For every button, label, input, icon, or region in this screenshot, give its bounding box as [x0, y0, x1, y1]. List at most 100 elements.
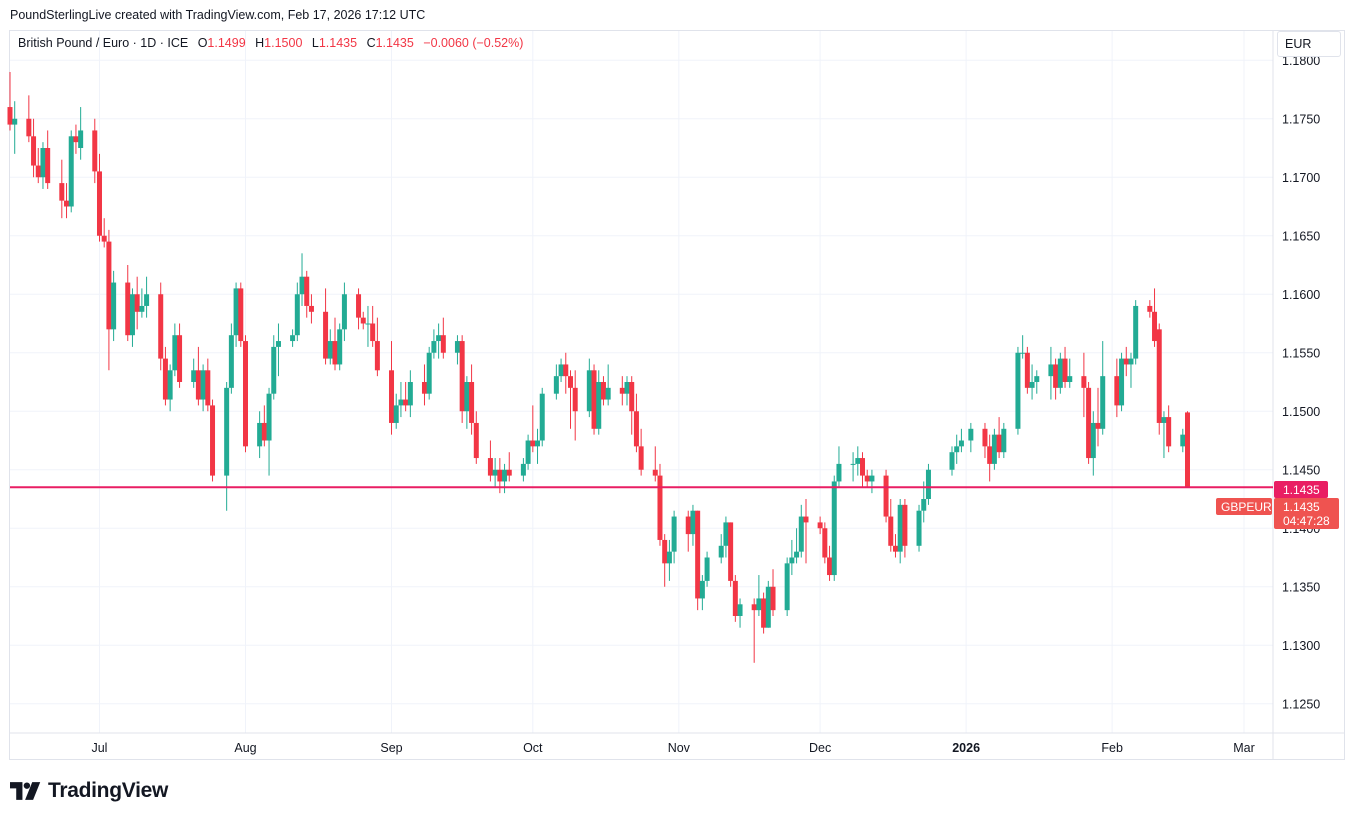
candle[interactable]	[987, 434, 993, 482]
candle[interactable]	[1048, 346, 1054, 400]
candle[interactable]	[699, 575, 705, 611]
candle[interactable]	[1034, 370, 1040, 394]
candle[interactable]	[228, 323, 234, 394]
candle[interactable]	[35, 148, 41, 184]
candle[interactable]	[398, 382, 404, 418]
candle[interactable]	[1095, 387, 1101, 447]
candle[interactable]	[831, 475, 837, 581]
candle[interactable]	[1180, 428, 1186, 453]
candle[interactable]	[271, 335, 277, 400]
candle[interactable]	[464, 376, 470, 429]
candle[interactable]	[525, 434, 531, 470]
chart-frame[interactable]	[9, 30, 1345, 760]
candle[interactable]	[205, 358, 211, 412]
candle[interactable]	[421, 364, 427, 406]
candle[interactable]	[520, 458, 526, 482]
candle[interactable]	[902, 499, 908, 558]
candle[interactable]	[308, 294, 314, 324]
candle[interactable]	[666, 539, 672, 581]
candle[interactable]	[563, 352, 569, 394]
candle[interactable]	[1024, 346, 1030, 394]
candle[interactable]	[718, 534, 724, 564]
candle[interactable]	[888, 499, 894, 552]
candle[interactable]	[210, 399, 216, 482]
candle[interactable]	[817, 516, 823, 535]
candle[interactable]	[101, 218, 107, 248]
candle[interactable]	[864, 469, 870, 488]
candle[interactable]	[1152, 288, 1158, 347]
candle[interactable]	[572, 370, 578, 441]
candle[interactable]	[657, 463, 663, 546]
candle[interactable]	[162, 346, 168, 406]
candle[interactable]	[916, 504, 922, 552]
candle[interactable]	[822, 522, 828, 564]
candle[interactable]	[294, 282, 300, 342]
candle[interactable]	[850, 452, 856, 482]
candle[interactable]	[954, 434, 960, 464]
candle[interactable]	[323, 288, 329, 365]
candle[interactable]	[332, 317, 338, 371]
candle[interactable]	[996, 417, 1002, 459]
candle[interactable]	[111, 270, 117, 342]
candle[interactable]	[459, 335, 465, 423]
candle[interactable]	[403, 382, 409, 412]
candle[interactable]	[1020, 335, 1026, 359]
candle[interactable]	[327, 329, 333, 365]
candle[interactable]	[803, 499, 809, 564]
candle[interactable]	[92, 118, 98, 184]
candle[interactable]	[1119, 352, 1125, 412]
candle[interactable]	[167, 364, 173, 412]
candle[interactable]	[633, 393, 639, 453]
candle[interactable]	[596, 370, 602, 435]
candle[interactable]	[257, 411, 263, 459]
candle[interactable]	[393, 393, 399, 429]
candle[interactable]	[304, 270, 310, 318]
candle[interactable]	[233, 282, 239, 347]
candle[interactable]	[685, 510, 691, 552]
candle[interactable]	[1015, 346, 1021, 435]
candle[interactable]	[751, 598, 757, 663]
candle[interactable]	[695, 510, 701, 611]
candle[interactable]	[761, 592, 767, 634]
candle[interactable]	[12, 101, 18, 154]
candle[interactable]	[1156, 323, 1162, 435]
candle[interactable]	[59, 159, 65, 219]
candle[interactable]	[638, 428, 644, 476]
candle[interactable]	[360, 311, 366, 330]
candle[interactable]	[356, 288, 362, 330]
candle[interactable]	[860, 452, 866, 488]
candle[interactable]	[238, 282, 244, 347]
candle[interactable]	[275, 323, 281, 377]
candle[interactable]	[243, 335, 248, 453]
candle[interactable]	[266, 387, 272, 476]
candle[interactable]	[436, 323, 442, 359]
candle[interactable]	[586, 358, 592, 418]
candle[interactable]	[765, 580, 771, 628]
candle[interactable]	[723, 516, 729, 558]
candle[interactable]	[1090, 411, 1096, 476]
candle[interactable]	[431, 329, 437, 359]
candle[interactable]	[191, 358, 197, 388]
candle[interactable]	[1185, 411, 1190, 488]
candle[interactable]	[690, 504, 696, 546]
candle[interactable]	[158, 282, 164, 371]
candle[interactable]	[869, 469, 875, 494]
candle[interactable]	[789, 539, 795, 576]
candle[interactable]	[897, 499, 903, 564]
candle[interactable]	[794, 528, 800, 564]
candle[interactable]	[770, 569, 776, 616]
candle[interactable]	[567, 370, 573, 429]
candle[interactable]	[539, 387, 545, 447]
candle[interactable]	[502, 463, 508, 494]
candle[interactable]	[374, 317, 380, 377]
candle[interactable]	[652, 446, 658, 482]
candle[interactable]	[982, 422, 988, 459]
candle[interactable]	[728, 522, 734, 587]
candle[interactable]	[224, 382, 230, 511]
candle[interactable]	[389, 341, 395, 435]
candle[interactable]	[624, 376, 630, 406]
candle[interactable]	[134, 276, 140, 330]
candle[interactable]	[1166, 405, 1172, 453]
candle[interactable]	[535, 428, 541, 464]
candle[interactable]	[40, 142, 46, 189]
